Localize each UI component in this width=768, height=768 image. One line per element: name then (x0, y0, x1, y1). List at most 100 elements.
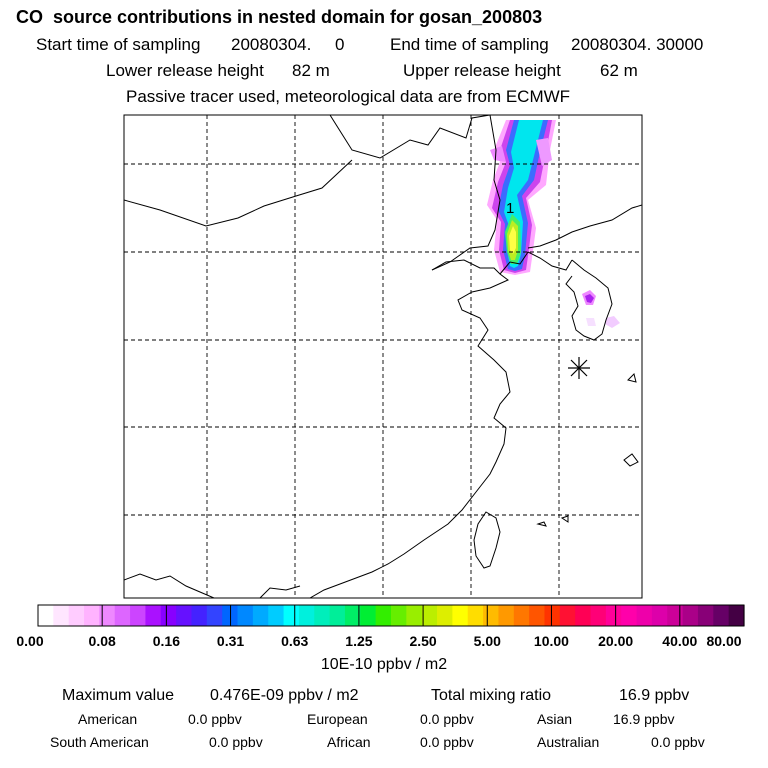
lower-height-label: Lower release height (106, 61, 264, 80)
colorbar-swatch (283, 605, 300, 626)
colorbar-swatch (114, 605, 131, 626)
colorbar-label: 0.08 (88, 633, 116, 649)
total-mixing-label: Total mixing ratio (431, 687, 552, 704)
region-value-european: 0.0 ppbv (420, 711, 474, 727)
colorbar-swatch (452, 605, 469, 626)
korea-border (527, 204, 642, 249)
region-value-australian: 0.0 ppbv (651, 734, 705, 750)
region-value-asian: 16.9 ppbv (613, 711, 675, 727)
region-name-african: African (327, 734, 371, 750)
colorbar-swatch (375, 605, 392, 626)
manchuria-border (431, 115, 501, 271)
colorbar-label: 5.00 (473, 633, 501, 649)
map-title: CO source contributions in nested domain… (16, 7, 543, 27)
colorbar-swatch (53, 605, 70, 626)
region-name-south-american: South American (50, 734, 149, 750)
colorbar-label: 10.00 (533, 633, 569, 649)
colorbar-swatch (467, 605, 484, 626)
colorbar-swatch (621, 605, 638, 626)
trajectory-marker-label: 1 (506, 200, 514, 217)
korea-coast (565, 259, 613, 341)
colorbar-swatch (575, 605, 592, 626)
colorbar-swatch (498, 605, 515, 626)
vietnam-edge (259, 585, 301, 598)
colorbar-swatch (176, 605, 193, 626)
upper-height-value: 62 m (600, 61, 638, 80)
region-name-australian: Australian (537, 734, 600, 750)
end-time-label: End time of sampling (390, 35, 549, 54)
map-frame (123, 114, 643, 599)
end-time-value: 20080304. 30000 (571, 35, 704, 54)
colorbar-swatch (38, 605, 54, 626)
plume-east-lobe (536, 138, 552, 166)
colorbar-swatch (391, 605, 407, 626)
colorbar-swatch (268, 605, 285, 626)
colorbar-label: 20.00 (598, 633, 634, 649)
max-value-label: Maximum value (62, 687, 175, 704)
colorbar-label: 80.00 (706, 633, 742, 649)
total-mixing-value: 16.9 ppbv (619, 687, 690, 704)
colorbar-swatch (513, 605, 530, 626)
bohai-coast (499, 251, 573, 275)
colorbar-swatch (84, 605, 100, 626)
plume-yellow-core (509, 226, 516, 254)
colorbar-label: 0.16 (152, 633, 180, 649)
colorbar-label: 2.50 (409, 633, 437, 649)
colorbar-swatch (728, 605, 745, 626)
receptor-asterisk-icon (568, 357, 590, 379)
colorbar-label: 1.25 (345, 633, 373, 649)
colorbar-swatch (344, 605, 361, 626)
colorbar-swatch (651, 605, 668, 626)
region-name-asian: Asian (537, 711, 573, 727)
tracer-note: Passive tracer used, meteorological data… (126, 87, 571, 106)
colorbar-dividers (101, 605, 681, 626)
region-name-american: American (78, 711, 138, 727)
colorbar-swatch (237, 605, 254, 626)
region-name-european: European (307, 711, 368, 727)
max-value: 0.476E-09 ppbv / m2 (210, 687, 359, 704)
colorbar-swatch (713, 605, 730, 626)
colorbar-swatch (191, 605, 208, 626)
colorbar-frame (37, 604, 745, 627)
colorbar-swatch (298, 605, 315, 626)
colorbar-swatch (160, 605, 177, 626)
colorbar-swatch (636, 605, 653, 626)
colorbar-swatch (483, 605, 500, 626)
korea-patch-inner (585, 294, 594, 303)
graticule (124, 115, 642, 598)
colorbar-swatch (406, 605, 423, 626)
colorbar-label: 0.31 (216, 633, 245, 649)
colorbar-swatch (605, 605, 622, 626)
colorbar-swatch (145, 605, 162, 626)
colorbar-swatch (252, 605, 269, 626)
inner-border (124, 159, 353, 227)
colorbar-label: 0.63 (281, 633, 309, 649)
colorbar-swatch (206, 605, 223, 626)
colorbar-swatch (421, 605, 438, 626)
upper-height-label: Upper release height (403, 61, 561, 80)
lower-height-value: 82 m (292, 61, 330, 80)
region-value-south-american: 0.0 ppbv (209, 734, 263, 750)
china-coast (309, 259, 511, 598)
colorbar-swatch (682, 605, 699, 626)
region-value-american: 0.0 ppbv (188, 711, 242, 727)
plume-layer (487, 120, 556, 275)
colorbar-swatch (437, 605, 453, 626)
unit-label: 10E-10 ppbv / m2 (320, 656, 448, 673)
colorbar (38, 605, 745, 626)
start-time-label: Start time of sampling (36, 35, 201, 54)
start-time-value: 20080304. 0 (231, 35, 345, 54)
colorbar-swatch (667, 605, 684, 626)
coastlines (124, 115, 642, 598)
colorbar-swatch (529, 605, 546, 626)
ryukyu-1 (536, 521, 547, 527)
mongolia-border (329, 115, 491, 159)
colorbar-swatch (130, 605, 147, 626)
japan-1 (627, 373, 637, 383)
colorbar-swatch (559, 605, 576, 626)
region-value-african: 0.0 ppbv (420, 734, 474, 750)
colorbar-swatch (314, 605, 331, 626)
colorbar-swatch (544, 605, 561, 626)
colorbar-swatch (329, 605, 346, 626)
japan-2 (623, 453, 639, 467)
